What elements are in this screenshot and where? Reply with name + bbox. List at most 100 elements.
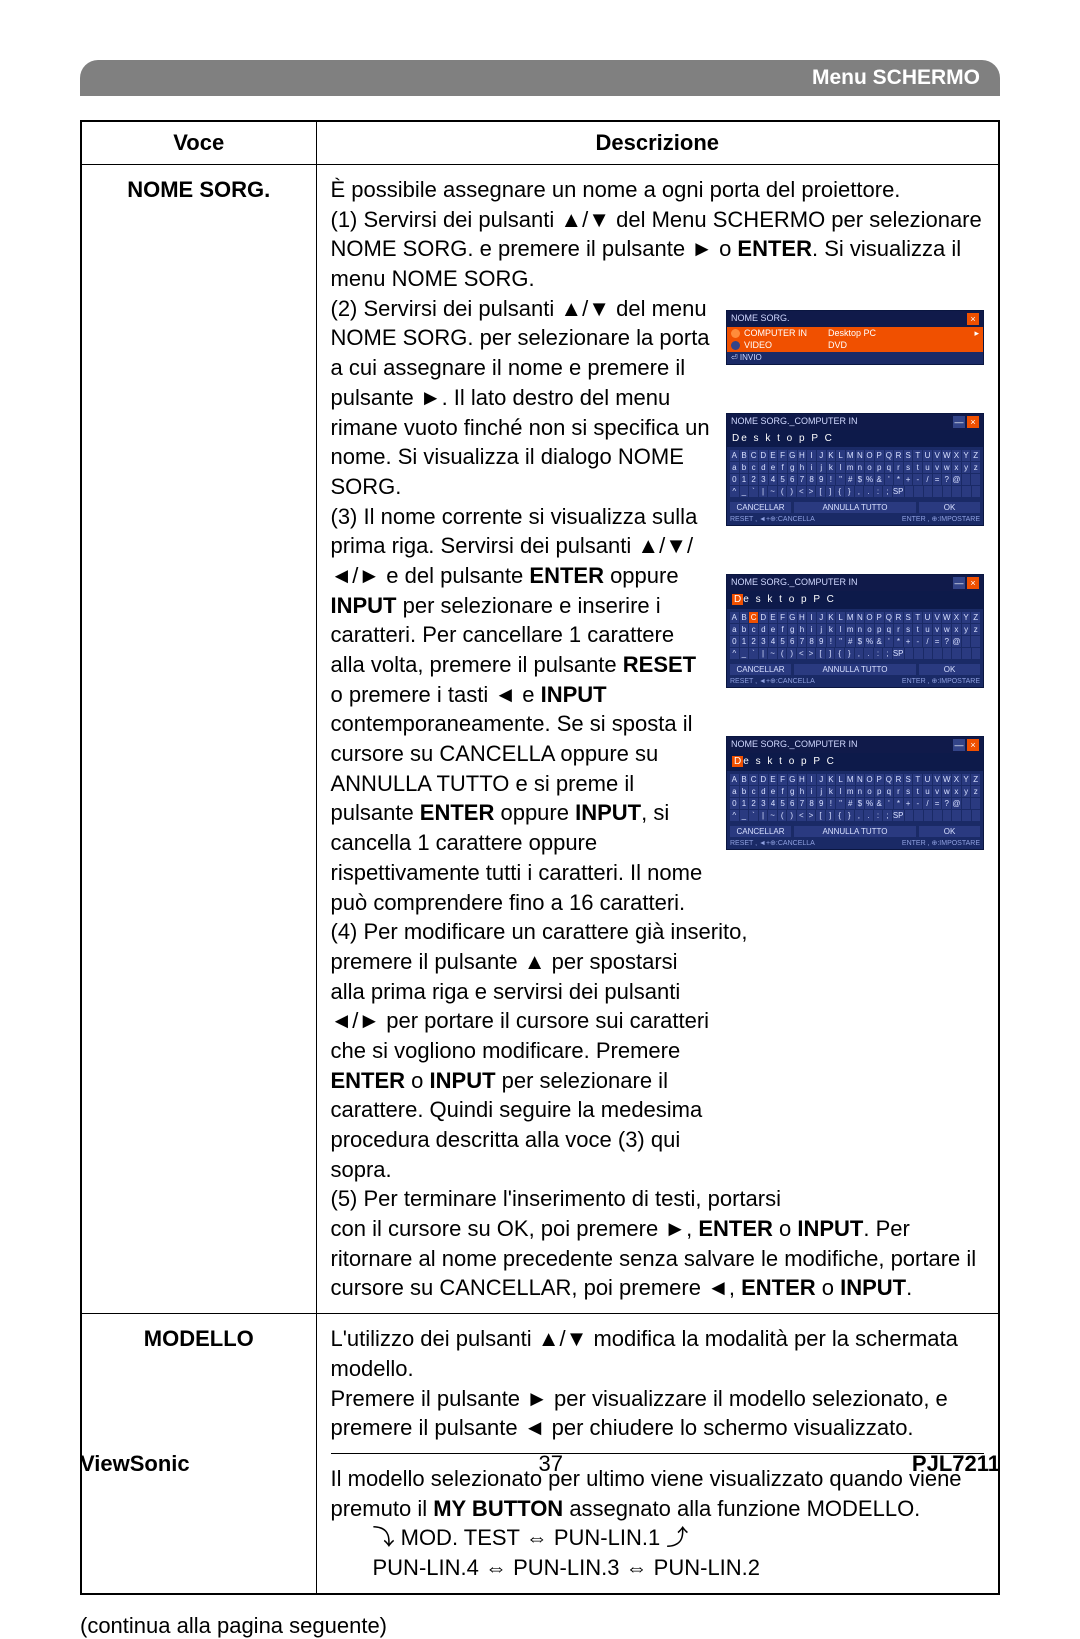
key: E [769, 450, 778, 461]
key: - [913, 798, 922, 809]
key: p [875, 786, 884, 797]
ok-button: OK [919, 664, 980, 675]
key [962, 636, 971, 647]
key: M [846, 774, 855, 785]
key: n [856, 462, 865, 473]
dialog-nome-sorg-list: NOME SORG. × COMPUTER IN Desktop PC ▸ [726, 310, 984, 365]
dialog-stack: NOME SORG. × COMPUTER IN Desktop PC ▸ [726, 310, 984, 850]
key: 5 [778, 798, 787, 809]
key: SP [893, 486, 904, 497]
desc-text: (4) Per modificare un carattere già inse… [331, 917, 985, 947]
key: & [875, 636, 884, 647]
key: z [971, 462, 980, 473]
key: N [856, 774, 865, 785]
key: i [807, 462, 816, 473]
key: L [836, 612, 845, 623]
key: < [797, 648, 806, 659]
continua-note: (continua alla pagina seguente) [80, 1613, 1000, 1639]
key: G [788, 450, 797, 461]
key [905, 486, 914, 497]
key: - [913, 474, 922, 485]
key: = [933, 798, 942, 809]
key: ` [749, 648, 758, 659]
key: 2 [749, 474, 758, 485]
key: > [807, 648, 816, 659]
key: G [788, 612, 797, 623]
list-item: COMPUTER IN Desktop PC ▸ [727, 327, 983, 339]
key: L [836, 450, 845, 461]
key: $ [856, 798, 865, 809]
key: s [904, 786, 913, 797]
close-icon: × [967, 577, 979, 589]
key [905, 810, 914, 821]
key: 6 [788, 636, 797, 647]
key: % [865, 636, 874, 647]
key: U [923, 774, 932, 785]
key: SP [893, 810, 904, 821]
key: O [865, 450, 874, 461]
key: X [952, 612, 961, 623]
row-desc-nome-sorg: È possibile assegnare un nome a ogni por… [316, 165, 999, 1314]
key: 0 [730, 798, 739, 809]
key: K [827, 450, 836, 461]
key: m [846, 786, 855, 797]
key: S [904, 612, 913, 623]
key [952, 648, 961, 659]
key: + [904, 474, 913, 485]
key: + [904, 636, 913, 647]
key: s [904, 462, 913, 473]
key: . [864, 810, 873, 821]
key: D [759, 774, 768, 785]
key: - [913, 636, 922, 647]
key: 7 [798, 798, 807, 809]
key: 9 [817, 474, 826, 485]
main-table: Voce Descrizione NOME SORG. È possibile … [80, 120, 1000, 1595]
key: v [933, 786, 942, 797]
key: d [759, 624, 768, 635]
port-label: VIDEO [744, 340, 824, 350]
desc-text: prima riga. Servirsi dei pulsanti ▲/▼/◄/… [331, 531, 711, 917]
key: g [788, 462, 797, 473]
ok-button: OK [919, 502, 980, 513]
key: z [971, 786, 980, 797]
key: v [933, 462, 942, 473]
key: I [807, 774, 816, 785]
key: r [894, 462, 903, 473]
key: ^ [730, 486, 739, 497]
key: D [759, 612, 768, 623]
key: y [962, 462, 971, 473]
key: { [835, 648, 844, 659]
key: L [836, 774, 845, 785]
key: W [942, 612, 951, 623]
footer-model: PJL7211 [912, 1451, 1000, 1477]
hint-right: ENTER , ⊕:IMPOSTARE [902, 678, 980, 686]
key: f [778, 786, 787, 797]
key: e [769, 786, 778, 797]
key: J [817, 450, 826, 461]
port-label: COMPUTER IN [744, 328, 824, 338]
key: | [759, 486, 768, 497]
key: " [836, 636, 845, 647]
key: d [759, 786, 768, 797]
key [943, 648, 952, 659]
key: K [827, 774, 836, 785]
key: ! [827, 798, 836, 809]
key: H [798, 612, 807, 623]
cancel-button: CANCELLAR [730, 826, 791, 837]
key: P [875, 774, 884, 785]
key: R [894, 450, 903, 461]
key: _ [740, 486, 749, 497]
key: F [778, 612, 787, 623]
key: T [913, 450, 922, 461]
key [972, 810, 981, 821]
key: @ [952, 798, 961, 809]
key: Q [885, 774, 894, 785]
key [962, 474, 971, 485]
key: ! [827, 636, 836, 647]
key: x [952, 462, 961, 473]
key: ~ [768, 648, 777, 659]
key: g [788, 786, 797, 797]
key: 3 [759, 798, 768, 809]
key: o [865, 786, 874, 797]
key: J [817, 774, 826, 785]
